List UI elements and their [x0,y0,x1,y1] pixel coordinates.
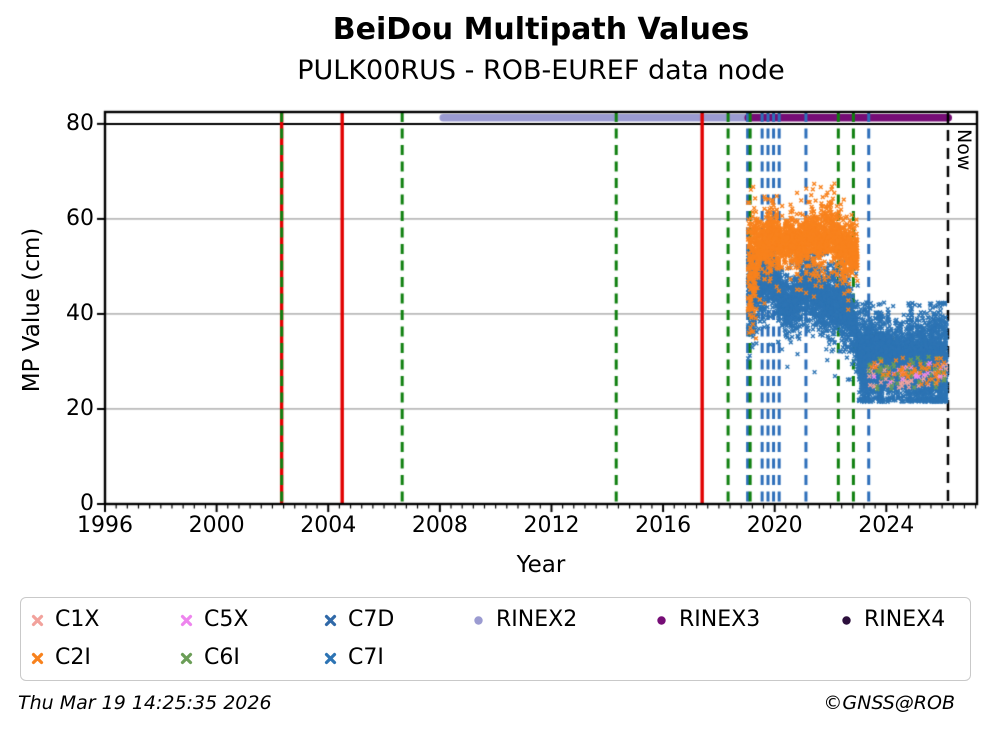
chart-title: BeiDou Multipath Values [332,12,750,47]
chart-subtitle: PULK00RUS - ROB-EUREF data node [297,55,785,86]
y-tick-label: 60 [66,205,94,231]
legend-label: RINEX4 [864,607,946,632]
x-tick-label: 2016 [635,513,692,538]
legend-label: RINEX3 [679,607,761,632]
legend-entry-c1x: C1X [31,607,99,633]
now-line-label: Now [953,129,975,171]
x-tick-label: 2004 [300,513,357,538]
legend-label: RINEX2 [496,607,578,632]
x-tick-label: 2024 [858,513,915,538]
x-tick-label: 1996 [77,513,133,538]
legend-entry-c2i: C2I [31,645,91,671]
legend-entry-c7i: C7I [324,645,384,671]
footer-credit: ©GNSS@ROB [823,692,955,714]
c2i-marker-icon [31,652,44,664]
x-axis-label: Year [516,552,566,578]
rinex2-marker-icon [474,615,483,625]
c7i-marker-icon [324,652,337,664]
rinex3-marker-icon [657,615,666,625]
legend-label: C7I [348,645,384,670]
legend-entry-c6i: C6I [180,645,240,671]
rinex4-marker-icon [842,615,851,625]
legend-entry-rinex2: RINEX2 [472,607,577,633]
x-tick-label: 2000 [188,513,245,538]
legend-label: C2I [55,645,91,670]
legend-box: C1X C5X C7D RINEX2 RINEX3 RINEX4 C2I C6I C7I [20,597,971,681]
x-tick-label: 2012 [523,513,580,538]
y-tick-label: 0 [80,491,94,516]
legend-label: C7D [348,607,395,632]
legend-entry-rinex4: RINEX4 [840,607,945,633]
x-tick-label: 2008 [411,513,468,538]
legend-entry-c7d: C7D [324,607,394,633]
c7d-marker-icon [324,614,337,626]
y-tick-label: 80 [66,110,94,136]
legend-entry-rinex3: RINEX3 [655,607,760,633]
c1x-marker-icon [31,614,44,626]
c6i-marker-icon [180,652,193,664]
legend-entry-c5x: C5X [180,607,248,633]
c5x-marker-icon [180,614,193,626]
legend-label: C1X [55,607,100,632]
legend-label: C5X [204,607,249,632]
x-tick-label: 2020 [746,513,803,538]
y-tick-label: 40 [66,300,94,326]
footer-timestamp: Thu Mar 19 14:25:35 2026 [18,692,272,714]
y-tick-label: 20 [66,395,94,421]
legend-label: C6I [204,645,240,670]
